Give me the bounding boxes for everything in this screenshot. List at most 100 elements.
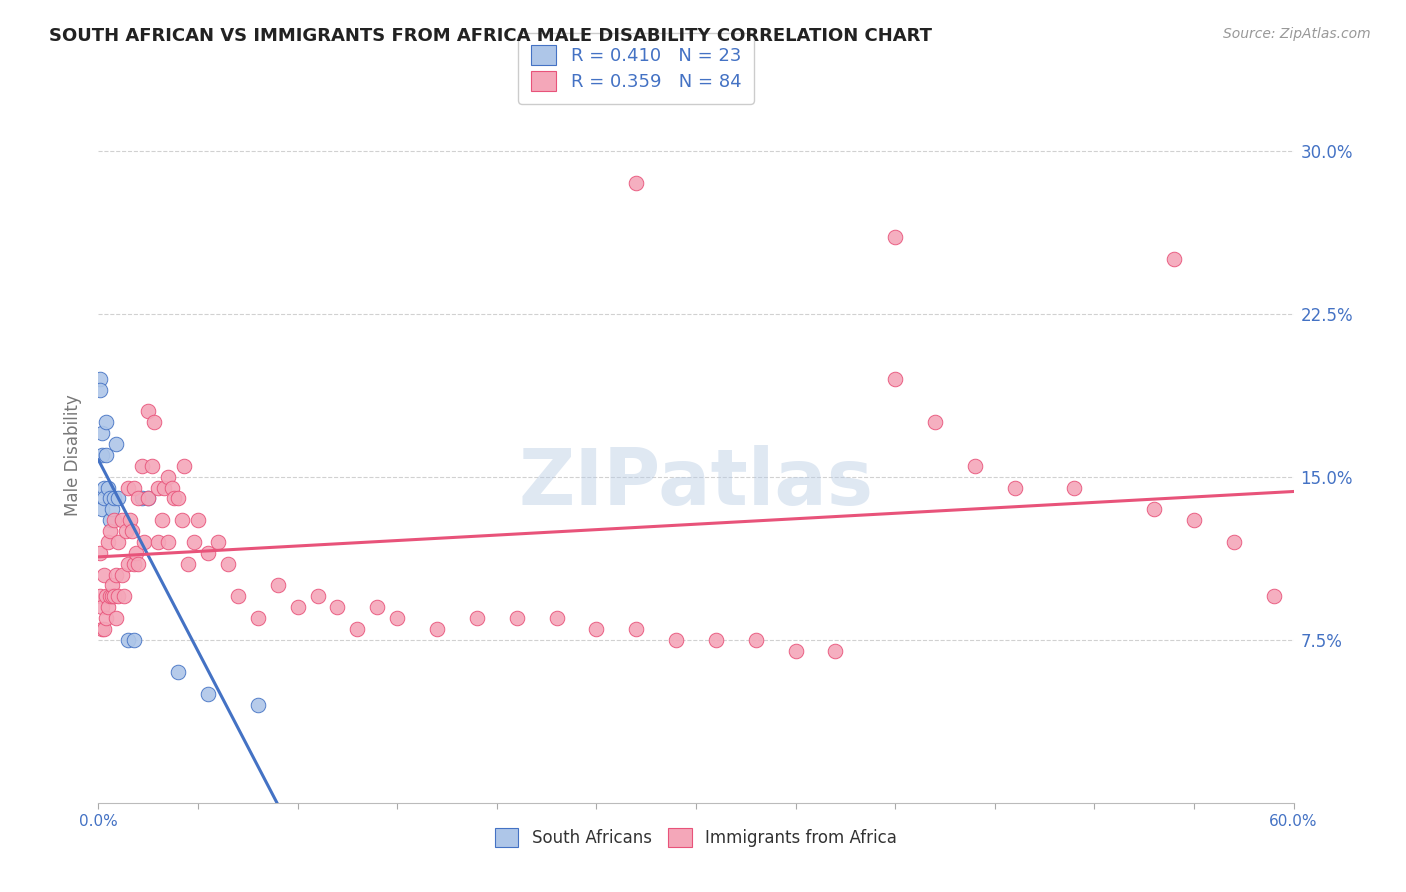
Point [97,481,120,495]
Point [157,469,180,483]
Point [98,524,122,538]
Point [96,589,118,603]
Point [626,176,648,190]
Point [824,643,846,657]
Point [924,415,946,429]
Point [105,611,128,625]
Point [183,534,205,549]
Point [105,437,128,451]
Point [103,491,125,506]
Point [117,481,139,495]
Point [91,502,114,516]
Point [134,534,156,549]
Point [141,458,163,473]
Point [117,632,139,647]
Point [89,589,111,603]
Point [136,491,159,506]
Point [1263,589,1285,603]
Point [89,383,111,397]
Point [177,557,200,571]
Point [385,611,409,625]
Point [226,589,249,603]
Point [506,611,529,625]
Point [97,534,120,549]
Point [150,513,173,527]
Point [120,513,142,527]
Point [167,491,190,506]
Point [163,491,186,506]
Point [187,513,209,527]
Point [785,643,807,657]
Point [127,557,149,571]
Point [96,448,118,462]
Point [366,600,388,615]
Point [207,534,229,549]
Point [96,611,118,625]
Point [884,230,907,244]
Point [89,372,111,386]
Point [127,491,149,506]
Text: SOUTH AFRICAN VS IMMIGRANTS FROM AFRICA MALE DISABILITY CORRELATION CHART: SOUTH AFRICAN VS IMMIGRANTS FROM AFRICA … [49,27,932,45]
Point [93,481,115,495]
Point [112,589,135,603]
Point [1063,481,1085,495]
Point [246,698,269,712]
Point [93,567,115,582]
Point [91,600,114,615]
Point [307,589,329,603]
Point [173,458,195,473]
Point [326,600,349,615]
Point [91,622,114,636]
Point [98,513,122,527]
Text: ZIPatlas: ZIPatlas [519,445,873,521]
Point [665,632,688,647]
Point [148,534,170,549]
Point [115,524,138,538]
Point [745,632,768,647]
Point [97,600,120,615]
Point [93,622,115,636]
Point [124,557,146,571]
Point [267,578,290,592]
Point [585,622,607,636]
Point [91,448,114,462]
Point [96,415,118,429]
Point [704,632,727,647]
Point [98,589,122,603]
Point [101,578,124,592]
Point [426,622,449,636]
Point [1143,502,1166,516]
Point [111,513,134,527]
Point [172,513,194,527]
Point [287,600,309,615]
Point [107,534,129,549]
Point [107,491,129,506]
Point [143,415,166,429]
Point [197,546,219,560]
Point [1163,252,1185,267]
Point [546,611,568,625]
Point [884,372,907,386]
Point [157,534,180,549]
Point [136,404,159,418]
Legend: South Africans, Immigrants from Africa: South Africans, Immigrants from Africa [485,819,907,857]
Point [131,491,153,506]
Point [105,567,128,582]
Point [103,589,125,603]
Point [121,524,143,538]
Point [346,622,368,636]
Point [465,611,488,625]
Y-axis label: Male Disability: Male Disability [65,394,83,516]
Point [101,589,124,603]
Point [91,426,114,441]
Point [136,491,159,506]
Point [89,546,111,560]
Point [107,589,129,603]
Point [124,481,146,495]
Point [125,546,148,560]
Point [103,513,125,527]
Point [98,491,122,506]
Point [963,458,986,473]
Point [160,481,183,495]
Point [1182,513,1205,527]
